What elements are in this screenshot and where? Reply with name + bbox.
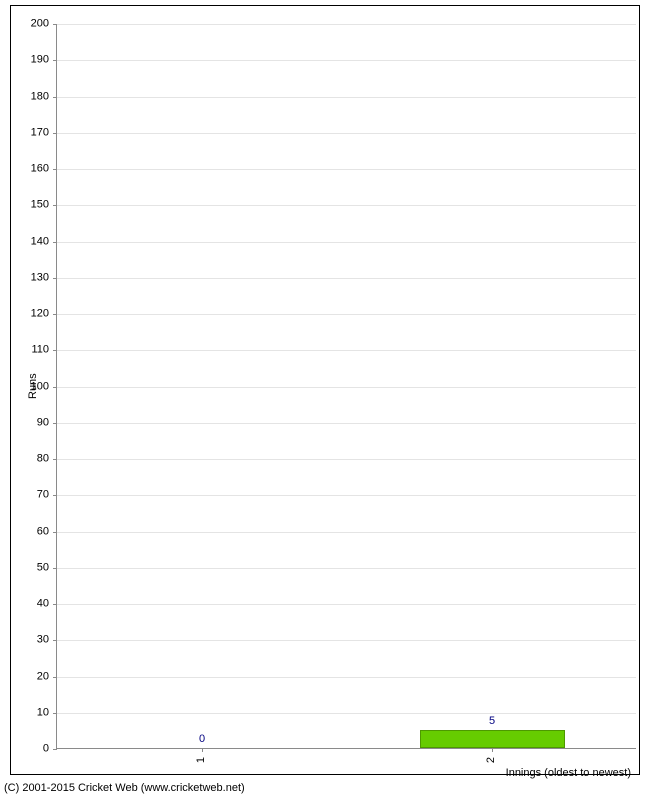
gridline bbox=[57, 568, 636, 569]
gridline bbox=[57, 60, 636, 61]
ytick-mark bbox=[53, 97, 57, 98]
ytick-label: 120 bbox=[9, 309, 49, 320]
ytick-mark bbox=[53, 242, 57, 243]
ytick-mark bbox=[53, 713, 57, 714]
ytick-mark bbox=[53, 278, 57, 279]
ytick-label: 30 bbox=[9, 635, 49, 646]
gridline bbox=[57, 423, 636, 424]
ytick-label: 170 bbox=[9, 127, 49, 138]
gridline bbox=[57, 24, 636, 25]
ytick-label: 40 bbox=[9, 599, 49, 610]
ytick-mark bbox=[53, 604, 57, 605]
gridline bbox=[57, 604, 636, 605]
xtick-label: 2 bbox=[485, 757, 497, 763]
chart-container: 05 Runs Innings (oldest to newest) 01020… bbox=[0, 0, 650, 800]
ytick-label: 110 bbox=[9, 345, 49, 356]
ytick-mark bbox=[53, 568, 57, 569]
ytick-label: 80 bbox=[9, 454, 49, 465]
ytick-mark bbox=[53, 423, 57, 424]
ytick-label: 130 bbox=[9, 272, 49, 283]
gridline bbox=[57, 205, 636, 206]
gridline bbox=[57, 713, 636, 714]
bar-data-label: 0 bbox=[199, 733, 205, 745]
ytick-mark bbox=[53, 459, 57, 460]
ytick-mark bbox=[53, 749, 57, 750]
chart-border: 05 Runs Innings (oldest to newest) 01020… bbox=[10, 5, 640, 775]
xtick-label: 1 bbox=[195, 757, 207, 763]
x-axis-title: Innings (oldest to newest) bbox=[506, 767, 631, 779]
gridline bbox=[57, 387, 636, 388]
ytick-mark bbox=[53, 169, 57, 170]
ytick-mark bbox=[53, 495, 57, 496]
copyright-text: (C) 2001-2015 Cricket Web (www.cricketwe… bbox=[4, 782, 245, 794]
ytick-label: 70 bbox=[9, 490, 49, 501]
ytick-label: 150 bbox=[9, 200, 49, 211]
ytick-label: 20 bbox=[9, 671, 49, 682]
ytick-label: 100 bbox=[9, 381, 49, 392]
ytick-mark bbox=[53, 387, 57, 388]
ytick-label: 0 bbox=[9, 744, 49, 755]
ytick-mark bbox=[53, 314, 57, 315]
xtick-mark bbox=[492, 748, 493, 752]
ytick-mark bbox=[53, 60, 57, 61]
gridline bbox=[57, 314, 636, 315]
ytick-mark bbox=[53, 532, 57, 533]
ytick-label: 60 bbox=[9, 526, 49, 537]
gridline bbox=[57, 677, 636, 678]
ytick-label: 90 bbox=[9, 417, 49, 428]
xtick-mark bbox=[202, 748, 203, 752]
gridline bbox=[57, 133, 636, 134]
bar bbox=[420, 730, 565, 748]
ytick-mark bbox=[53, 640, 57, 641]
gridline bbox=[57, 242, 636, 243]
gridline bbox=[57, 495, 636, 496]
ytick-label: 50 bbox=[9, 562, 49, 573]
gridline bbox=[57, 640, 636, 641]
ytick-mark bbox=[53, 205, 57, 206]
ytick-label: 190 bbox=[9, 55, 49, 66]
gridline bbox=[57, 169, 636, 170]
gridline bbox=[57, 350, 636, 351]
gridline bbox=[57, 97, 636, 98]
ytick-mark bbox=[53, 24, 57, 25]
ytick-label: 10 bbox=[9, 707, 49, 718]
gridline bbox=[57, 532, 636, 533]
ytick-label: 200 bbox=[9, 19, 49, 30]
ytick-label: 160 bbox=[9, 164, 49, 175]
ytick-label: 180 bbox=[9, 91, 49, 102]
bar-data-label: 5 bbox=[489, 715, 495, 727]
ytick-mark bbox=[53, 133, 57, 134]
ytick-label: 140 bbox=[9, 236, 49, 247]
plot-area: 05 bbox=[56, 24, 636, 749]
ytick-mark bbox=[53, 350, 57, 351]
ytick-mark bbox=[53, 677, 57, 678]
gridline bbox=[57, 459, 636, 460]
gridline bbox=[57, 278, 636, 279]
